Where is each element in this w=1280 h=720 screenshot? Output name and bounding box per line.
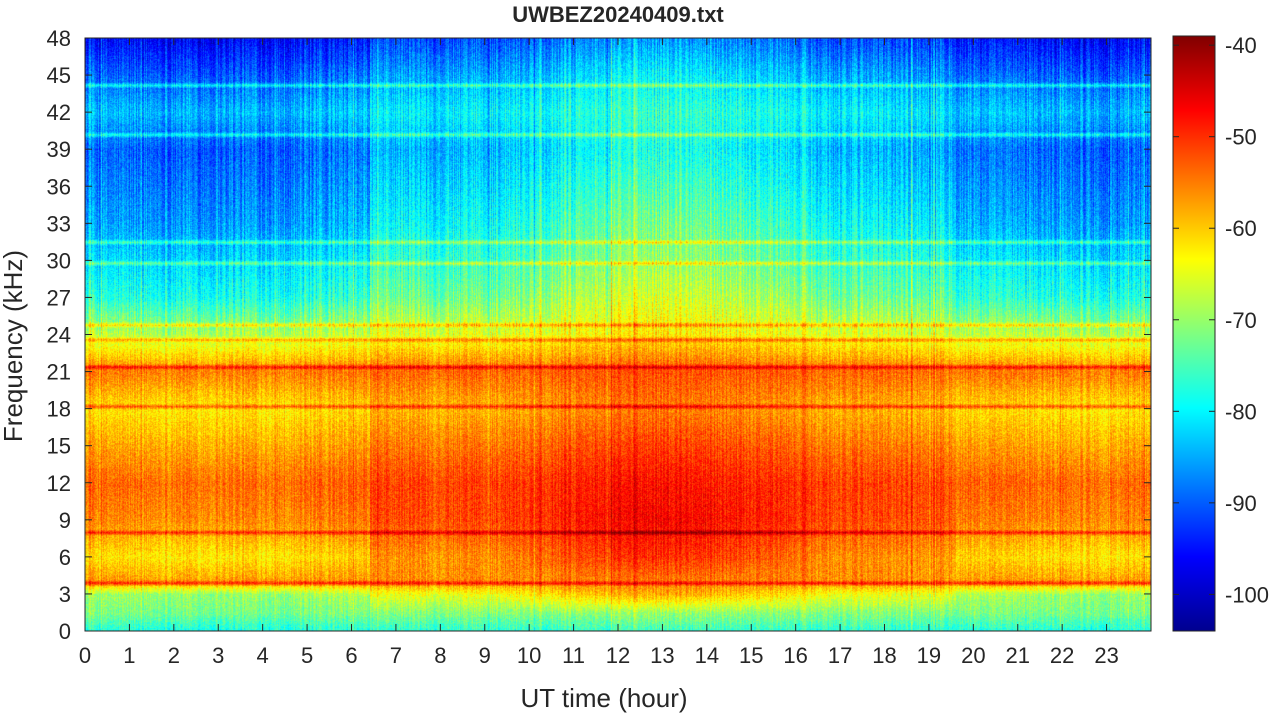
colorbar-ticks: -100 -90 -80 -70 -60 -50 -40 [1173,33,1269,607]
y-tick-label: 33 [47,211,71,236]
x-tick-label: 20 [961,643,985,668]
x-tick-label: 21 [1006,643,1030,668]
x-tick-label: 1 [123,643,135,668]
x-tick-label: 11 [562,643,585,668]
y-tick-label: 9 [59,508,71,533]
x-tick-label: 4 [257,643,269,668]
x-tick-label: 17 [828,643,852,668]
y-tick-label: 48 [47,26,71,51]
colorbar-tick-label: -100 [1225,582,1269,607]
y-tick-label: 24 [47,323,71,348]
y-tick-label: 30 [47,248,71,273]
y-tick-label: 42 [47,100,71,125]
y-axis-label: Frequency (kHz) [0,250,28,442]
x-tick-label: 13 [650,643,674,668]
y-tick-label: 36 [47,174,71,199]
y-tick-label: 27 [47,285,71,310]
x-tick-label: 22 [1050,643,1074,668]
spectrogram-plot-area [85,38,1151,631]
y-tick-label: 21 [47,360,71,385]
x-tick-label: 3 [212,643,224,668]
y-tick-label: 18 [47,397,71,422]
x-tick-label: 6 [345,643,357,668]
colorbar [1172,35,1216,632]
x-tick-label: 5 [301,643,313,668]
x-tick-label: 14 [695,643,719,668]
chart-title: UWBEZ20240409.txt [512,2,724,27]
y-tick-label: 39 [47,137,71,162]
y-tick-label: 3 [59,582,71,607]
x-tick-label: 15 [739,643,763,668]
colorbar-tick-label: -90 [1225,491,1257,516]
colorbar-tick-label: -60 [1225,216,1257,241]
y-tick-label: 15 [47,434,71,459]
colorbar-tick-label: -70 [1225,308,1257,333]
y-tick-label: 0 [59,619,71,644]
y-tick-label: 45 [47,63,71,88]
x-tick-label: 2 [168,643,180,668]
colorbar-tick-label: -50 [1225,125,1257,150]
spectrogram-image [85,38,1151,631]
colorbar-tick-label: -80 [1225,399,1257,424]
x-tick-label: 18 [872,643,896,668]
x-tick-label: 12 [606,643,630,668]
y-tick-label: 6 [59,545,71,570]
x-tick-label: 0 [79,643,91,668]
colorbar-tick-label: -40 [1225,33,1257,58]
x-tick-label: 19 [917,643,941,668]
y-tick-label: 12 [47,471,71,496]
x-tick-label: 10 [517,643,541,668]
x-axis-label: UT time (hour) [520,683,687,713]
x-tick-label: 8 [434,643,446,668]
x-tick-label: 16 [783,643,807,668]
x-axis-ticks: 0 1 2 3 4 5 6 7 8 9 10 11 12 13 14 15 16 17 18 19 20 21 22 23 [79,38,1119,668]
x-tick-label: 9 [479,643,491,668]
x-tick-label: 23 [1094,643,1118,668]
x-tick-label: 7 [390,643,402,668]
